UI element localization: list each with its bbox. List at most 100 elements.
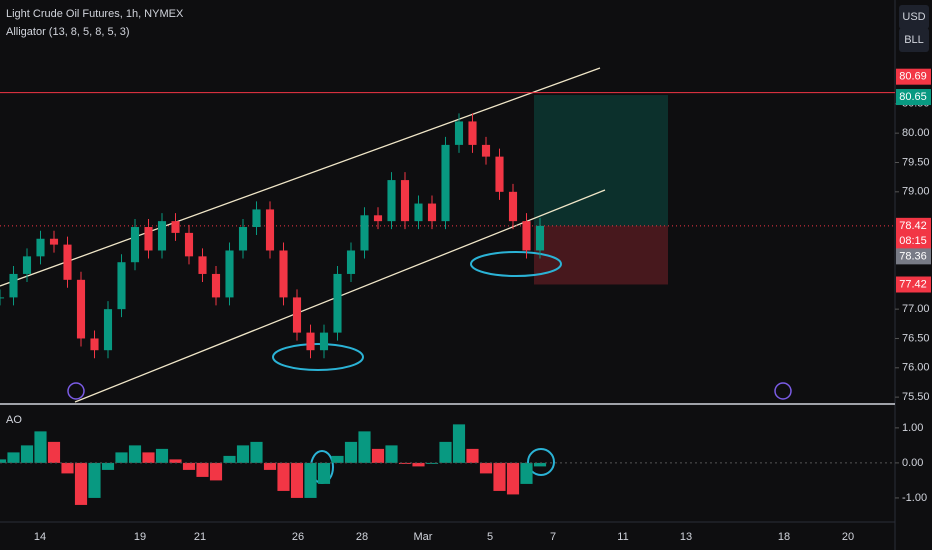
candle (360, 215, 369, 251)
ao-bar (466, 448, 479, 463)
y-tick-label: 79.50 (902, 156, 930, 168)
candle (211, 273, 221, 298)
y-tick-label: 79.00 (902, 186, 930, 198)
x-tick-label: 7 (550, 531, 556, 543)
x-tick-label: 26 (292, 531, 304, 543)
candle (130, 227, 140, 263)
candle (535, 225, 545, 251)
ao-bar (263, 462, 277, 470)
ao-bar (88, 462, 101, 498)
indicator: Alligator (13, 8, 5, 8, 5, 3) (6, 26, 130, 38)
candle (522, 221, 531, 251)
price-label: 78.42 (899, 220, 927, 232)
candle (387, 180, 396, 222)
x-tick-label: 21 (194, 531, 206, 543)
candle (90, 338, 99, 351)
candle (508, 191, 518, 222)
ao-bar (101, 462, 115, 470)
countdown: 08:15 (899, 235, 927, 247)
y-tick-label: -1.00 (902, 492, 927, 504)
channel-top (0, 67, 601, 287)
ellipse (527, 448, 555, 476)
button-label[interactable]: BLL (904, 34, 924, 46)
ao-bar (236, 445, 250, 463)
candle (157, 221, 167, 251)
x-tick-label: 19 (134, 531, 146, 543)
ao-bar (209, 462, 223, 481)
countdown-bg (896, 232, 931, 249)
stop-zone (534, 225, 668, 285)
ao-bar (493, 462, 506, 491)
ao-title: AO (6, 414, 22, 426)
x-tick-label: Mar (414, 531, 433, 543)
ao-bar (182, 462, 196, 470)
ao-bar (250, 441, 263, 463)
candle (9, 273, 18, 298)
candle (400, 180, 410, 222)
ao-bar (0, 459, 7, 463)
candle (49, 238, 59, 245)
ao-bar (452, 424, 466, 463)
candle (252, 209, 261, 228)
x-tick-label: 14 (34, 531, 46, 543)
ao-bar (344, 441, 358, 463)
y-tick-label: 77.00 (902, 303, 930, 315)
candle (184, 232, 194, 257)
button-label[interactable]: USD (902, 11, 925, 23)
candle (306, 332, 315, 351)
ao-bar (128, 445, 142, 463)
candle (454, 121, 464, 145)
ao-bar (74, 462, 88, 505)
candle (495, 156, 504, 192)
candle (171, 221, 180, 233)
candle (36, 238, 45, 257)
ao-bar (169, 459, 182, 463)
candle (117, 262, 126, 310)
ao-bar (412, 462, 425, 467)
button[interactable] (899, 28, 929, 52)
ao-bar (506, 462, 520, 495)
ao-bar (290, 462, 304, 498)
ao-bar (520, 462, 533, 484)
event-icon[interactable] (774, 382, 792, 400)
price-label: 80.69 (899, 71, 927, 83)
candle (238, 227, 248, 251)
ao-bar (155, 448, 169, 463)
ellipse (470, 251, 562, 277)
ellipse (272, 343, 364, 371)
price-label-bg (896, 89, 931, 106)
price-label-bg (896, 248, 931, 265)
title: Light Crude Oil Futures, 1h, NYMEX (6, 8, 184, 20)
candle (333, 273, 342, 333)
candle (319, 332, 329, 351)
ao-bar (47, 441, 61, 463)
y-tick-label: 75.50 (902, 391, 930, 403)
candle (346, 250, 356, 274)
candle (103, 309, 113, 351)
ao-bar (304, 462, 317, 498)
candle (225, 250, 234, 298)
candle (279, 250, 288, 298)
price-label-bg (896, 217, 931, 234)
candle (63, 244, 72, 280)
y-tick-label: 0.00 (902, 457, 923, 469)
candle (427, 203, 437, 222)
target-zone (534, 95, 668, 226)
ao-bar (34, 431, 47, 463)
ao-bar (317, 462, 331, 484)
ao-bar (7, 452, 20, 463)
x-tick-label: 11 (617, 531, 628, 543)
price-label: 77.42 (899, 278, 927, 290)
ao-bar (196, 462, 209, 477)
candle (414, 203, 423, 222)
price-label: 78.36 (899, 250, 927, 262)
candle (441, 144, 450, 222)
ao-bar (439, 441, 452, 463)
ao-bar (385, 445, 398, 463)
y-tick-label: 1.00 (902, 422, 923, 434)
button[interactable] (899, 5, 929, 29)
candle (265, 209, 275, 251)
event-icon[interactable] (67, 382, 85, 400)
ao-bar (115, 452, 128, 463)
